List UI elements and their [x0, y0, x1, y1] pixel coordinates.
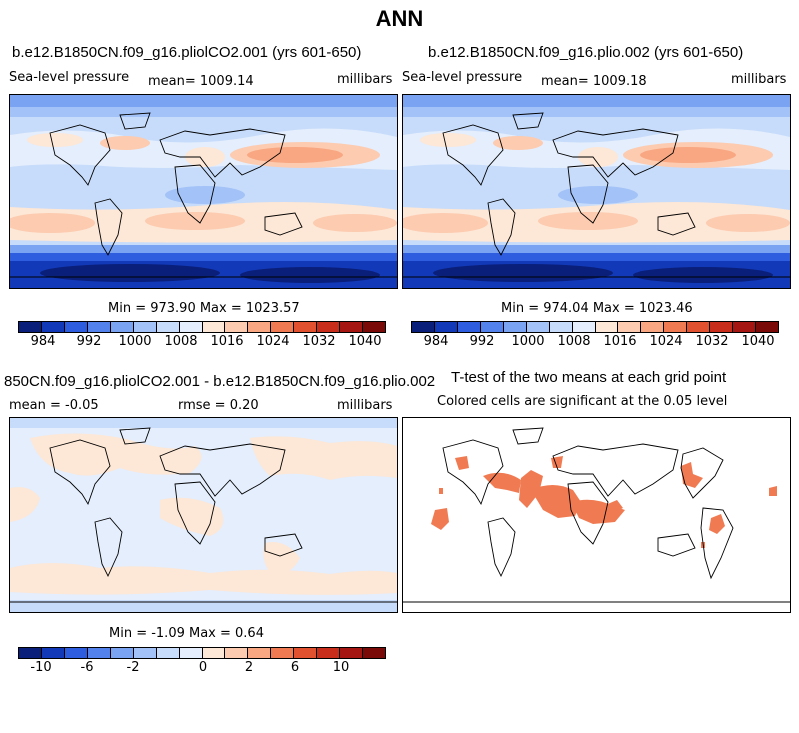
colorbar-swatch: [156, 322, 180, 332]
colorbar-tick-label: 992: [76, 334, 102, 349]
colorbar-swatch: [202, 322, 226, 332]
colorbar-tick-label: 2: [244, 660, 254, 675]
top-left-colorbar: [18, 321, 386, 333]
colorbar-swatch: [294, 322, 318, 332]
bottom-left-panel-title: 850CN.f09_g16.pliolCO2.001 - b.e12.B1850…: [4, 373, 436, 390]
top-left-mean-label: mean= 1009.14: [148, 74, 254, 89]
top-right-colorbar: [411, 321, 779, 333]
colorbar-tick-label: 1032: [302, 334, 336, 349]
top-left-units-label: millibars: [337, 72, 393, 87]
colorbar-swatch: [41, 322, 65, 332]
top-right-slp-map: [402, 94, 791, 289]
colorbar-swatch: [179, 648, 203, 658]
colorbar-swatch: [248, 648, 272, 658]
colorbar-swatch: [87, 648, 111, 658]
colorbar-swatch: [64, 648, 88, 658]
colorbar-tick-label: 1040: [741, 334, 775, 349]
colorbar-swatch: [412, 322, 435, 332]
top-right-mean-label: mean= 1009.18: [541, 74, 647, 89]
colorbar-tick-label: 0: [198, 660, 208, 675]
colorbar-swatch: [271, 322, 295, 332]
colorbar-tick-label: 1040: [348, 334, 382, 349]
colorbar-swatch: [664, 322, 688, 332]
colorbar-swatch: [340, 322, 364, 332]
colorbar-swatch: [248, 322, 272, 332]
colorbar-swatch: [87, 322, 111, 332]
colorbar-tick-label: 1016: [603, 334, 637, 349]
colorbar-tick-label: 1024: [256, 334, 290, 349]
colorbar-swatch: [271, 648, 295, 658]
colorbar-tick-label: 1008: [557, 334, 591, 349]
top-left-minmax: Min = 973.90 Max = 1023.57: [108, 301, 300, 316]
top-right-variable-label: Sea-level pressure: [402, 70, 523, 85]
colorbar-swatch: [549, 322, 573, 332]
colorbar-swatch: [110, 322, 134, 332]
colorbar-swatch: [225, 322, 249, 332]
bottom-left-minmax: Min = -1.09 Max = 0.64: [109, 626, 264, 641]
colorbar-tick-label: 6: [290, 660, 300, 675]
colorbar-swatch: [756, 322, 778, 332]
colorbar-swatch: [317, 322, 341, 332]
colorbar-tick-label: 1032: [695, 334, 729, 349]
top-right-minmax: Min = 974.04 Max = 1023.46: [501, 301, 693, 316]
colorbar-swatch: [19, 648, 42, 658]
colorbar-tick-label: 984: [30, 334, 56, 349]
colorbar-swatch: [572, 322, 596, 332]
top-left-variable-label: Sea-level pressure: [9, 70, 130, 85]
top-left-slp-map: [9, 94, 398, 289]
colorbar-tick-label: 1016: [210, 334, 244, 349]
colorbar-swatch: [41, 648, 65, 658]
colorbar-swatch: [202, 648, 226, 658]
colorbar-tick-label: 1000: [511, 334, 545, 349]
colorbar-swatch: [340, 648, 364, 658]
colorbar-swatch: [641, 322, 665, 332]
colorbar-swatch: [179, 322, 203, 332]
colorbar-swatch: [19, 322, 42, 332]
colorbar-tick-label: 992: [469, 334, 495, 349]
colorbar-tick-label: 1024: [649, 334, 683, 349]
colorbar-swatch: [503, 322, 527, 332]
colorbar-tick-label: 10: [332, 660, 350, 675]
colorbar-swatch: [733, 322, 757, 332]
colorbar-tick-label: 1008: [164, 334, 198, 349]
bottom-left-diff-map: [9, 417, 398, 613]
bottom-left-units-label: millibars: [337, 398, 393, 413]
top-right-panel-title: b.e12.B1850CN.f09_g16.plio.002 (yrs 601-…: [428, 44, 744, 61]
top-right-units-label: millibars: [731, 72, 787, 87]
top-left-panel-title: b.e12.B1850CN.f09_g16.pliolCO2.001 (yrs …: [12, 44, 362, 61]
colorbar-swatch: [710, 322, 734, 332]
colorbar-tick-label: -10: [30, 660, 52, 675]
colorbar-swatch: [294, 648, 318, 658]
colorbar-tick-label: -2: [126, 660, 140, 675]
colorbar-tick-label: 1000: [118, 334, 152, 349]
bottom-right-panel-title: T-test of the two means at each grid poi…: [451, 369, 727, 386]
colorbar-swatch: [480, 322, 504, 332]
bottom-left-colorbar: [18, 647, 386, 659]
colorbar-tick-label: -6: [80, 660, 94, 675]
bottom-right-ttest-map: [402, 417, 791, 613]
colorbar-swatch: [156, 648, 180, 658]
colorbar-swatch: [618, 322, 642, 332]
colorbar-swatch: [526, 322, 550, 332]
figure-title: ANN: [375, 6, 424, 31]
colorbar-swatch: [317, 648, 341, 658]
colorbar-swatch: [363, 648, 385, 658]
colorbar-swatch: [434, 322, 458, 332]
colorbar-swatch: [225, 648, 249, 658]
colorbar-swatch: [687, 322, 711, 332]
bottom-right-subtitle: Colored cells are significant at the 0.0…: [437, 394, 728, 409]
colorbar-swatch: [64, 322, 88, 332]
colorbar-swatch: [457, 322, 481, 332]
colorbar-swatch: [133, 322, 157, 332]
colorbar-swatch: [363, 322, 385, 332]
colorbar-tick-label: 984: [423, 334, 449, 349]
colorbar-swatch: [595, 322, 619, 332]
bottom-left-rmse-label: rmse = 0.20: [178, 398, 259, 413]
bottom-left-mean-label: mean = -0.05: [9, 398, 99, 413]
colorbar-swatch: [110, 648, 134, 658]
colorbar-swatch: [133, 648, 157, 658]
